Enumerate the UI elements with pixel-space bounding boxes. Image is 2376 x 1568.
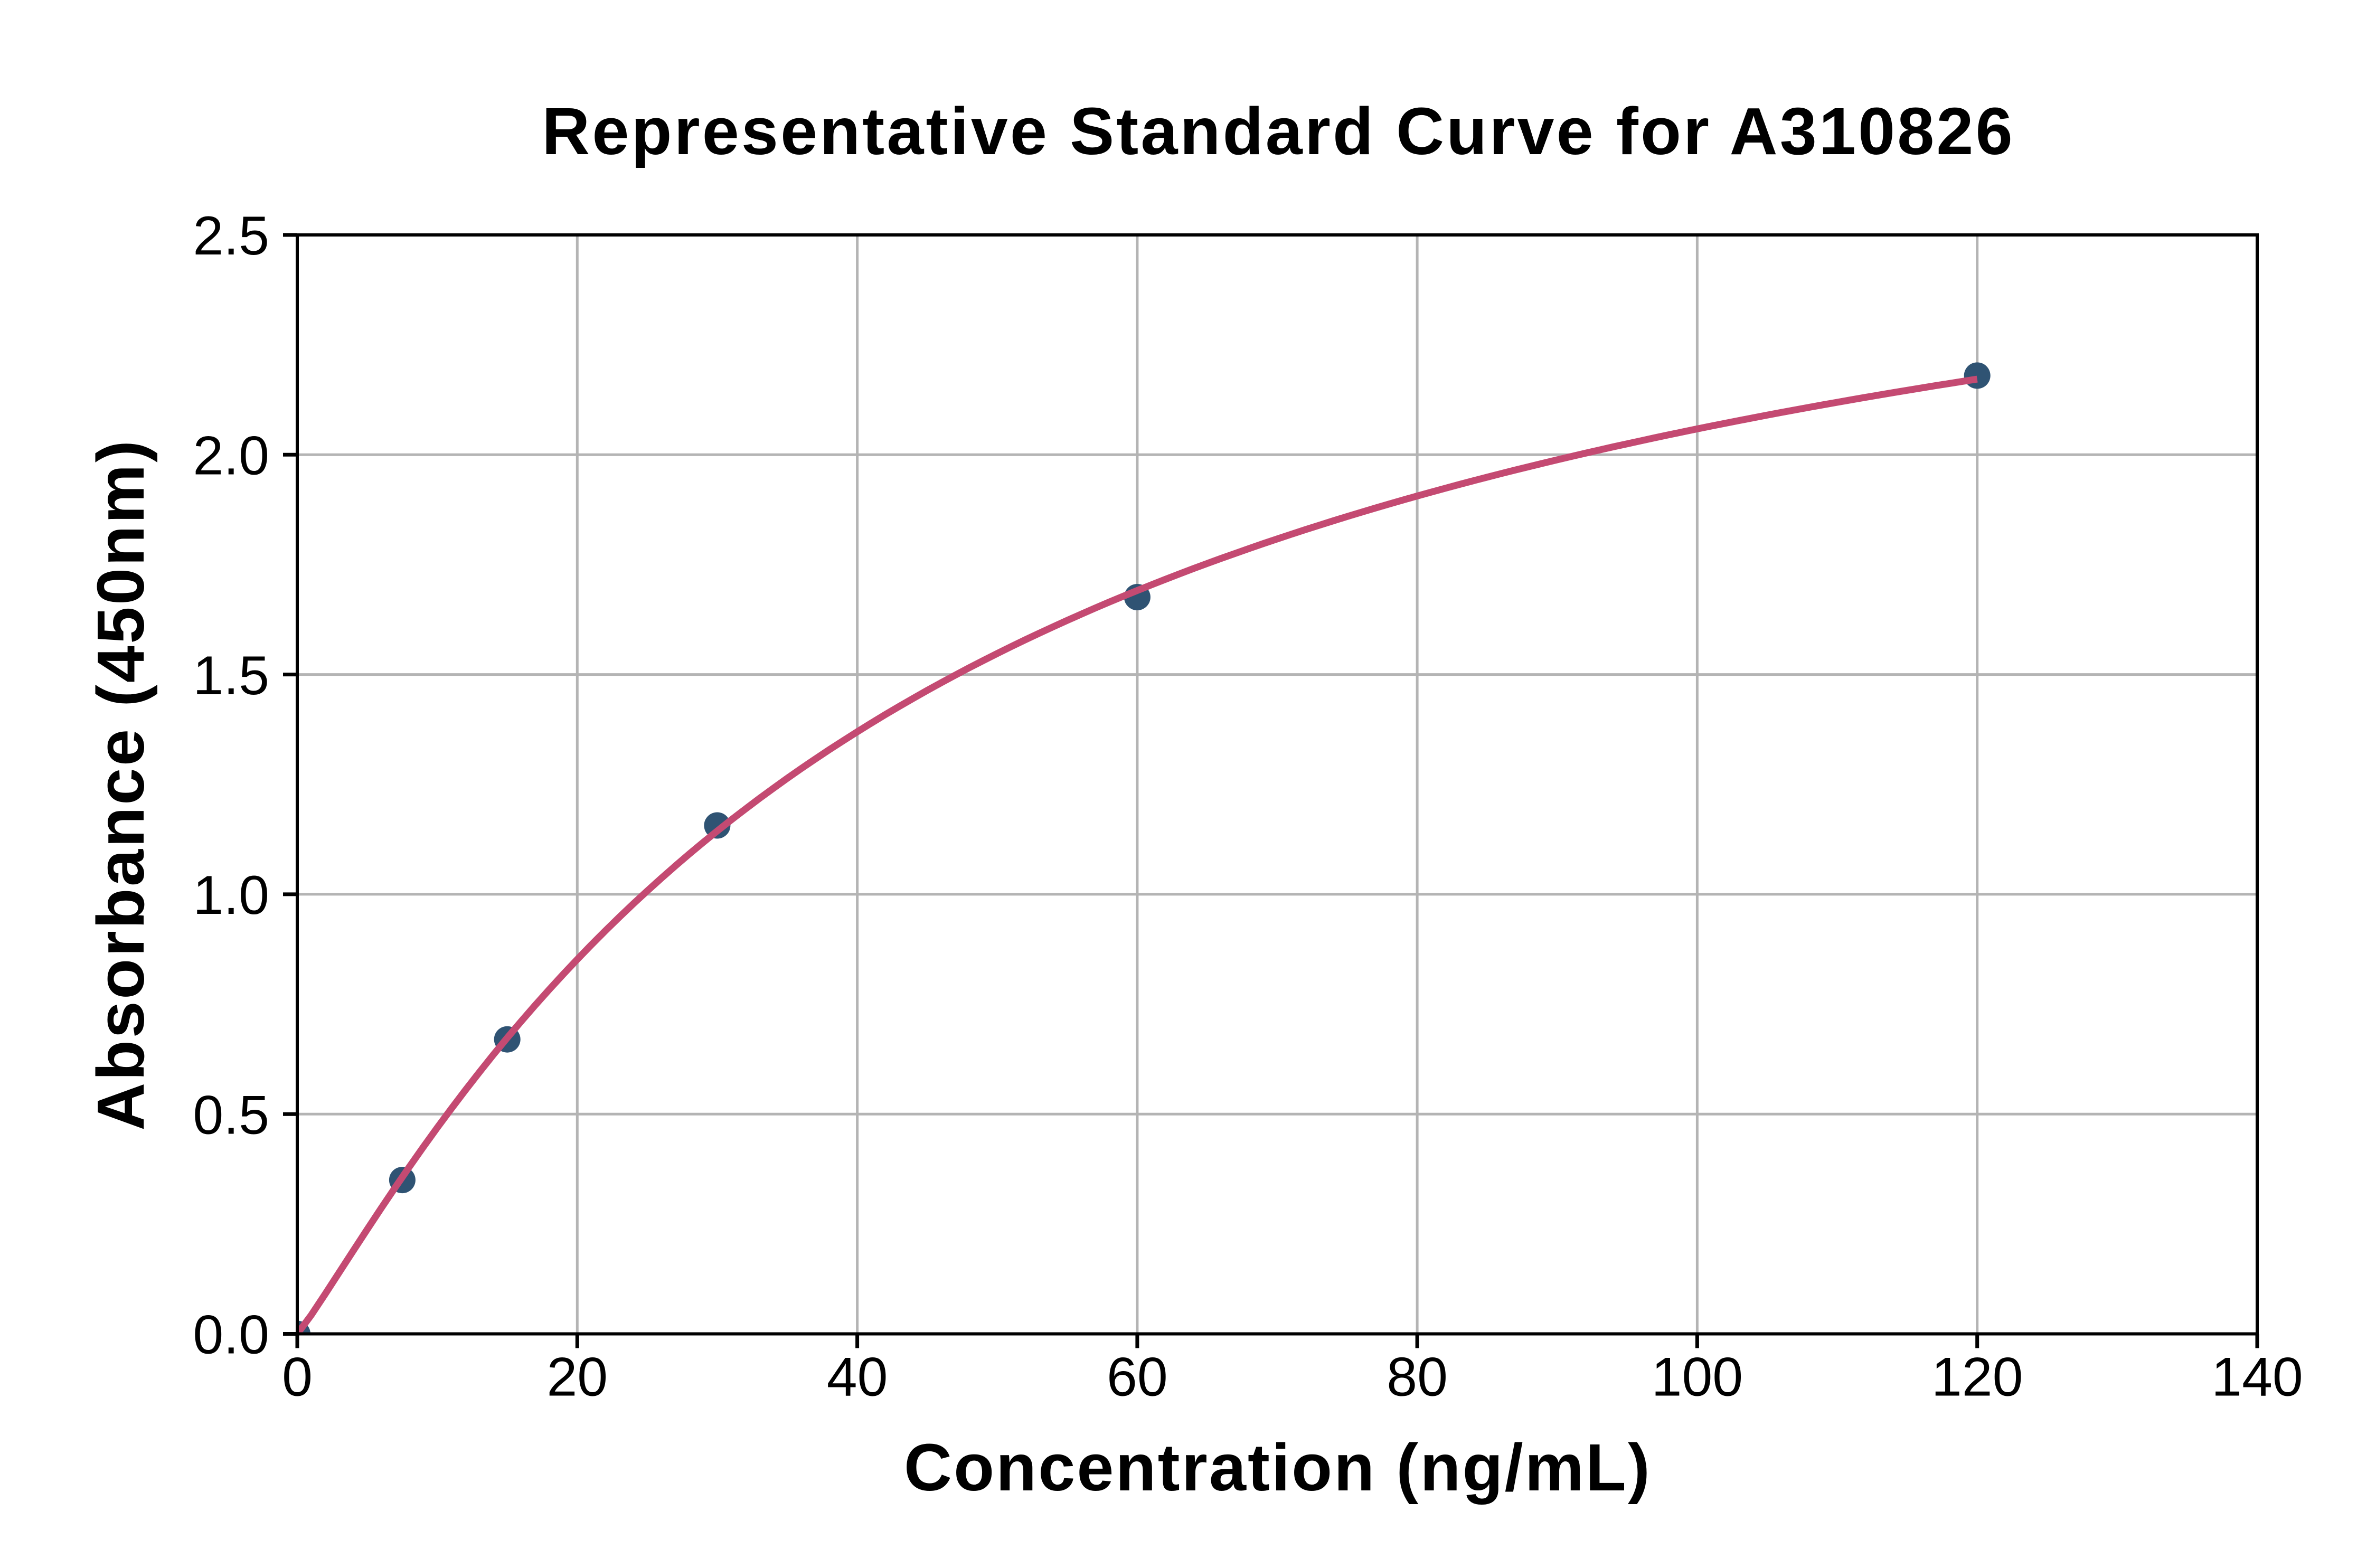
svg-text:0: 0 — [282, 1347, 313, 1408]
svg-text:60: 60 — [1107, 1347, 1168, 1408]
svg-text:Representative Standard Curve: Representative Standard Curve for A31082… — [542, 94, 2015, 168]
svg-text:2.0: 2.0 — [193, 426, 269, 487]
svg-text:140: 140 — [2211, 1347, 2303, 1408]
svg-text:1.5: 1.5 — [193, 645, 269, 706]
svg-text:1.0: 1.0 — [193, 865, 269, 926]
svg-text:0.5: 0.5 — [193, 1084, 269, 1146]
svg-text:120: 120 — [1931, 1347, 2023, 1408]
svg-text:100: 100 — [1652, 1347, 1743, 1408]
svg-text:0.0: 0.0 — [193, 1305, 269, 1366]
svg-text:Absorbance (450nm): Absorbance (450nm) — [83, 438, 158, 1130]
svg-text:2.5: 2.5 — [193, 205, 269, 267]
svg-text:Concentration (ng/mL): Concentration (ng/mL) — [904, 1430, 1652, 1505]
svg-text:20: 20 — [546, 1347, 608, 1408]
svg-text:40: 40 — [827, 1347, 888, 1408]
svg-text:80: 80 — [1387, 1347, 1448, 1408]
